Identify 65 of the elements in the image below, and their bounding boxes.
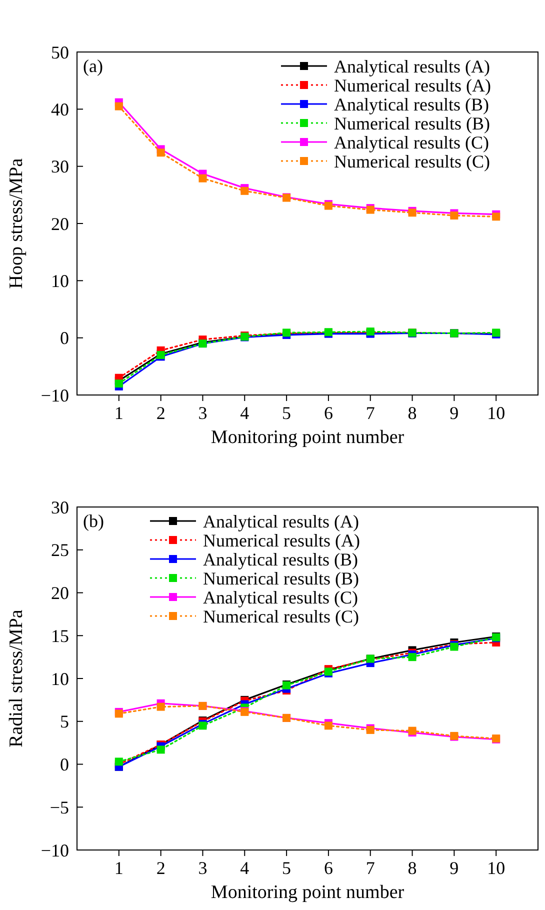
x-tick-label: 3	[198, 858, 208, 878]
legend-label: Analytical results (C)	[334, 132, 489, 152]
x-tick-label: 2	[156, 858, 166, 878]
point	[156, 148, 165, 157]
x-tick-label: 10	[487, 403, 506, 423]
point	[240, 186, 249, 195]
point	[156, 702, 165, 711]
x-tick-label: 9	[450, 858, 459, 878]
y-tick-label: 20	[51, 214, 69, 234]
point	[324, 722, 332, 730]
y-tick-label: 0	[60, 754, 69, 775]
y-tick-label: 30	[51, 156, 69, 177]
x-tick-label: 6	[324, 858, 333, 878]
legend-label: Analytical results (B)	[334, 94, 489, 114]
annotation: (a)	[83, 56, 103, 76]
x-tick-label: 4	[240, 858, 250, 878]
legend-label: Numerical results (A)	[203, 530, 360, 550]
point	[198, 174, 207, 182]
y-tick-label: 15	[51, 626, 69, 646]
y-tick-label: −5	[50, 797, 69, 818]
x-axis-title: Monitoring point number	[210, 882, 405, 903]
legend-label: Numerical results (C)	[203, 606, 359, 626]
point	[114, 758, 123, 766]
legend-label: Numerical results (C)	[334, 151, 490, 172]
y-axis-title: Radial stress/MPa	[6, 609, 27, 748]
x-tick-label: 5	[282, 858, 292, 878]
legend-label: Analytical results (A)	[203, 511, 359, 532]
x-tick-label: 5	[282, 403, 292, 423]
annotation: (b)	[83, 511, 104, 531]
y-tick-label: 30	[51, 497, 69, 518]
point	[114, 380, 123, 388]
x-tick-label: 2	[156, 403, 166, 423]
y-tick-label: 5	[60, 712, 69, 732]
y-tick-label: 10	[51, 270, 69, 291]
x-tick-label: 1	[114, 403, 124, 423]
point	[114, 102, 123, 110]
x-tick-label: 3	[198, 403, 208, 423]
y-tick-label: 10	[51, 668, 69, 689]
legend-label: Analytical results (A)	[334, 56, 490, 76]
y-axis-title: Hoop stress/MPa	[6, 158, 27, 289]
x-tick-label: 6	[324, 403, 333, 423]
y-tick-label: 20	[51, 583, 69, 604]
x-tick-label: 1	[114, 858, 124, 878]
legend-label: Numerical results (A)	[334, 75, 491, 96]
y-tick-label: 40	[51, 99, 69, 120]
x-tick-label: 8	[408, 858, 417, 878]
point	[408, 653, 416, 662]
y-tick-label: −10	[40, 840, 69, 860]
legend-label: Analytical results (C)	[203, 587, 358, 608]
y-tick-label: −10	[40, 385, 69, 406]
x-tick-label: 8	[408, 403, 417, 423]
x-tick-label: 7	[366, 403, 375, 423]
x-tick-label: 10	[487, 858, 506, 878]
y-tick-label: 50	[51, 42, 69, 62]
point	[492, 212, 500, 221]
x-tick-label: 4	[240, 403, 250, 423]
legend-label: Numerical results (B)	[203, 568, 359, 588]
y-tick-label: 25	[51, 540, 69, 560]
point	[156, 746, 165, 754]
x-tick-label: 7	[366, 858, 375, 878]
legend-label: Analytical results (B)	[203, 549, 358, 570]
legend-label: Numerical results (B)	[334, 113, 490, 134]
x-axis-title: Monitoring point number	[210, 427, 405, 448]
x-tick-label: 9	[450, 403, 459, 423]
y-tick-label: 0	[60, 328, 69, 348]
